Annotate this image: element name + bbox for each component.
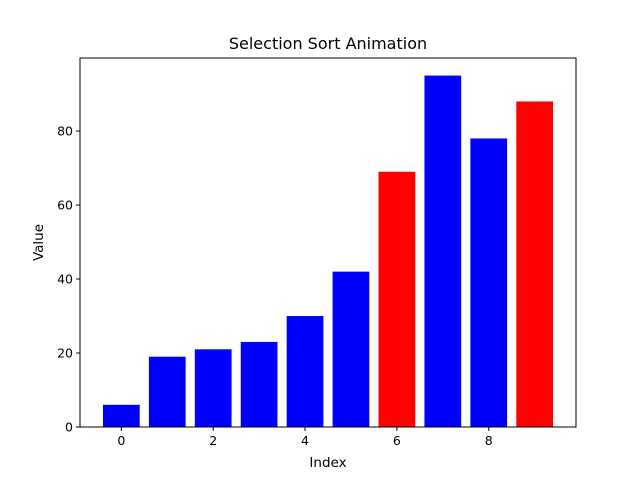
x-tick-label: 2 [209,433,217,448]
y-tick-label: 0 [65,420,73,435]
bar-index-3 [240,341,278,427]
x-tick-label: 8 [485,433,493,448]
x-axis-ticks: 0 2 4 6 8 [117,427,493,448]
bar-index-2 [194,349,232,427]
y-tick-label: 60 [57,198,73,213]
y-axis-ticks: 0 20 40 60 80 [57,124,80,435]
plot-frame [79,57,577,428]
bar-index-9 [516,101,554,428]
bar-index-8 [470,138,508,427]
x-tick-label: 0 [117,433,125,448]
y-axis-label: Value [31,224,47,261]
bar-index-5 [332,271,370,427]
bar-index-4 [286,316,324,427]
x-tick-label: 4 [301,433,309,448]
y-tick-label: 40 [57,272,73,287]
x-tick-label: 6 [393,433,401,448]
chart-title: Selection Sort Animation [229,34,427,53]
bar-index-7 [424,75,462,428]
y-tick-label: 20 [57,346,73,361]
bar-index-1 [148,356,186,427]
y-tick-label: 80 [57,124,73,139]
x-axis-label: Index [309,455,346,471]
bar-index-0 [102,404,140,427]
bar-index-6 [378,171,416,427]
bars [102,75,554,428]
